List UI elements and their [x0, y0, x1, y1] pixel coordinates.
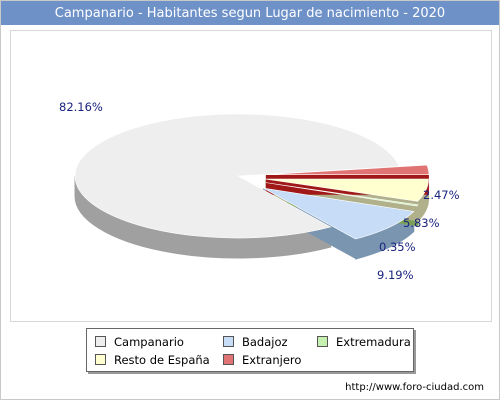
legend-item-extranjero: Extranjero — [223, 353, 301, 367]
slice-label-extranjero: 2.47% — [423, 188, 460, 202]
legend-label-extranjero: Extranjero — [242, 353, 302, 367]
legend-swatch-campanario — [95, 336, 106, 347]
legend-item-badajoz: Badajoz — [223, 335, 288, 349]
slice-resto-de-espana — [265, 178, 429, 202]
source-link[interactable]: http://www.foro-ciudad.com — [345, 382, 484, 393]
legend-swatch-extremadura — [317, 336, 328, 347]
plot-area: 82.16% 9.19% 0.35% 5.83% 2.47% — [10, 30, 492, 322]
legend-item-extremadura: Extremadura — [317, 335, 411, 349]
legend-swatch-extranjero — [223, 354, 234, 365]
chart-title: Campanario - Habitantes segun Lugar de n… — [1, 1, 499, 25]
legend-swatch-badajoz — [223, 336, 234, 347]
legend-item-campanario: Campanario — [95, 335, 184, 349]
slice-label-badajoz: 9.19% — [377, 268, 414, 282]
slice-campanario — [74, 113, 400, 239]
legend-label-campanario: Campanario — [114, 335, 184, 349]
slice-extremadura — [265, 182, 419, 207]
legend: Campanario Badajoz Extremadura Resto de … — [86, 328, 414, 372]
slice-label-extremadura: 0.35% — [379, 240, 416, 254]
slice-extranjero — [265, 164, 430, 175]
slice-label-resto-de-espana: 5.83% — [403, 216, 440, 230]
slice-badajoz — [262, 187, 415, 240]
pie-tops — [74, 113, 430, 240]
pie-chart: 82.16% 9.19% 0.35% 5.83% 2.47% — [59, 100, 460, 282]
legend-label-extremadura: Extremadura — [336, 335, 411, 349]
slice-label-campanario: 82.16% — [59, 100, 103, 114]
legend-swatch-resto-de-espana — [95, 354, 106, 365]
legend-item-resto-de-espana: Resto de España — [95, 353, 210, 367]
legend-label-badajoz: Badajoz — [242, 335, 288, 349]
legend-label-resto-de-espana: Resto de España — [114, 353, 210, 367]
